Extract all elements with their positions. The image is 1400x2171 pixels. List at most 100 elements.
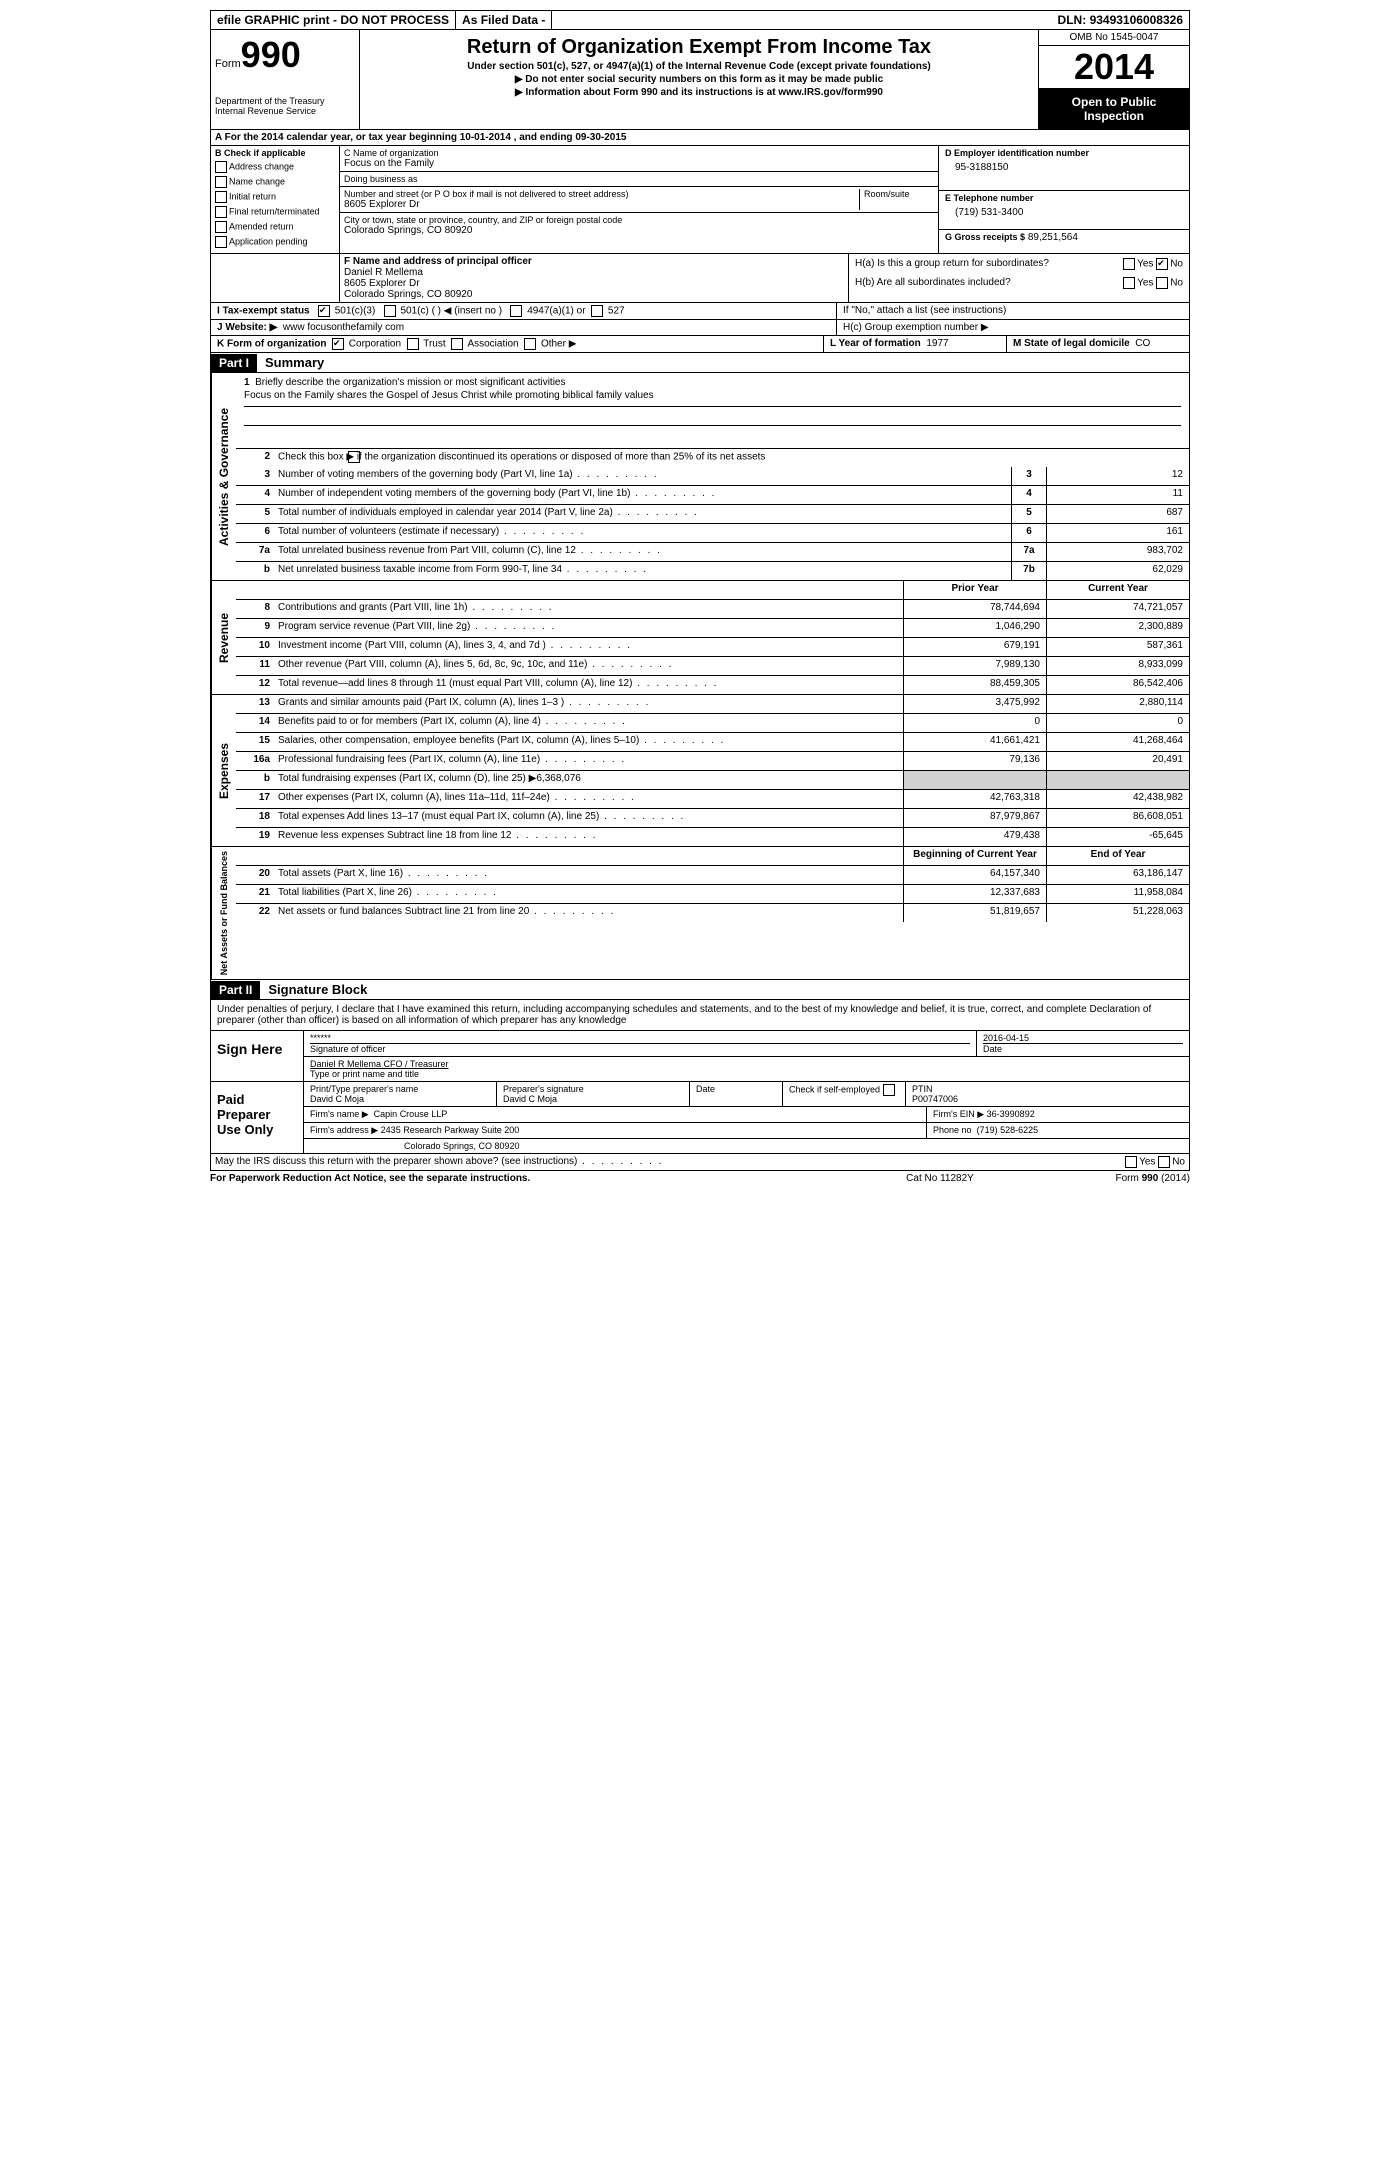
- org-name-cell: C Name of organization Focus on the Fami…: [340, 146, 938, 172]
- firm-name: Capin Crouse LLP: [374, 1109, 448, 1119]
- governance-section: Activities & Governance 1 Briefly descri…: [210, 373, 1190, 581]
- governance-line-3: 3Number of voting members of the governi…: [236, 467, 1189, 486]
- sign-here-row: Sign Here ****** Signature of officer 20…: [211, 1031, 1189, 1082]
- form-990-container: efile GRAPHIC print - DO NOT PROCESS As …: [210, 10, 1190, 1186]
- part-1-header: Part I Summary: [210, 353, 1190, 373]
- h-c: H(c) Group exemption number ▶: [836, 320, 1189, 335]
- discuss-text: May the IRS discuss this return with the…: [215, 1156, 1125, 1168]
- section-h: H(a) Is this a group return for subordin…: [848, 254, 1189, 302]
- identity-block: B Check if applicable Address change Nam…: [210, 146, 1190, 254]
- header-middle: Return of Organization Exempt From Incom…: [360, 30, 1039, 129]
- revenue-line-12: 12Total revenue—add lines 8 through 11 (…: [236, 676, 1189, 694]
- irs-link[interactable]: www.IRS.gov/form990: [778, 87, 883, 98]
- dba-cell: Doing business as: [340, 172, 938, 187]
- officer-addr2: Colorado Springs, CO 80920: [344, 289, 844, 300]
- expenses-section: Expenses 13Grants and similar amounts pa…: [210, 695, 1190, 847]
- city-state-zip: Colorado Springs, CO 80920: [344, 225, 934, 236]
- spacer-col: [211, 254, 340, 302]
- part-1-label: Part I: [211, 354, 257, 372]
- efile-notice: efile GRAPHIC print - DO NOT PROCESS: [211, 11, 456, 29]
- gross-receipts: 89,251,564: [1028, 232, 1078, 243]
- section-a-row: A For the 2014 calendar year, or tax yea…: [210, 130, 1190, 146]
- netassets-line-21: 21Total liabilities (Part X, line 26)12,…: [236, 885, 1189, 904]
- governance-line-7a: 7aTotal unrelated business revenue from …: [236, 543, 1189, 562]
- officer-addr1: 8605 Explorer Dr: [344, 278, 844, 289]
- section-k: K Form of organization Corporation Trust…: [211, 336, 823, 352]
- check-address-change[interactable]: Address change: [215, 161, 335, 173]
- expense-line-16a: 16aProfessional fundraising fees (Part I…: [236, 752, 1189, 771]
- ein-value: 95-3188150: [945, 158, 1183, 173]
- mission-block: 1 Briefly describe the organization's mi…: [236, 373, 1189, 449]
- h-a: H(a) Is this a group return for subordin…: [849, 254, 1189, 273]
- preparer-row: Paid Preparer Use Only Print/Type prepar…: [211, 1082, 1189, 1153]
- section-a-text: A For the 2014 calendar year, or tax yea…: [211, 130, 1189, 145]
- form-title: Return of Organization Exempt From Incom…: [370, 36, 1028, 59]
- signature-block: Under penalties of perjury, I declare th…: [210, 1000, 1190, 1154]
- section-l: L Year of formation 1977: [823, 336, 1006, 352]
- revenue-line-9: 9Program service revenue (Part VIII, lin…: [236, 619, 1189, 638]
- section-b: B Check if applicable Address change Nam…: [211, 146, 340, 253]
- governance-line-5: 5Total number of individuals employed in…: [236, 505, 1189, 524]
- section-b-label: B Check if applicable: [215, 148, 335, 158]
- section-f: F Name and address of principal officer …: [340, 254, 848, 302]
- expense-line-19: 19Revenue less expenses Subtract line 18…: [236, 828, 1189, 846]
- info-notice: ▶ Information about Form 990 and its ins…: [370, 87, 1028, 98]
- netassets-line-20: 20Total assets (Part X, line 16)64,157,3…: [236, 866, 1189, 885]
- netassets-header: Beginning of Current Year End of Year: [236, 847, 1189, 866]
- section-j: J Website: ▶ www focusonthefamily com: [211, 320, 836, 335]
- as-filed-label: As Filed Data -: [456, 11, 552, 29]
- h-b: H(b) Are all subordinates included? Yes …: [849, 273, 1189, 292]
- ein-cell: D Employer identification number 95-3188…: [939, 146, 1189, 191]
- netassets-line-22: 22Net assets or fund balances Subtract l…: [236, 904, 1189, 922]
- street-address: 8605 Explorer Dr: [344, 199, 855, 210]
- expense-line-13: 13Grants and similar amounts paid (Part …: [236, 695, 1189, 714]
- h-b-note: If "No," attach a list (see instructions…: [836, 303, 1189, 319]
- netassets-section: Net Assets or Fund Balances Beginning of…: [210, 847, 1190, 980]
- city-cell: City or town, state or province, country…: [340, 213, 938, 238]
- website-url: www focusonthefamily com: [283, 322, 404, 333]
- netassets-label: Net Assets or Fund Balances: [211, 847, 236, 979]
- revenue-line-11: 11Other revenue (Part VIII, column (A), …: [236, 657, 1189, 676]
- section-c: C Name of organization Focus on the Fami…: [340, 146, 938, 253]
- ptin: P00747006: [912, 1094, 1183, 1104]
- section-m: M State of legal domicile CO: [1006, 336, 1189, 352]
- check-amended[interactable]: Amended return: [215, 221, 335, 233]
- ssn-notice: ▶ Do not enter social security numbers o…: [370, 74, 1028, 85]
- phone-value: (719) 531-3400: [945, 203, 1183, 218]
- sign-here-label: Sign Here: [211, 1031, 304, 1081]
- form-header: Form990 Department of the Treasury Inter…: [210, 30, 1190, 130]
- officer-signature-name: Daniel R Mellema CFO / Treasurer: [310, 1059, 1183, 1069]
- dln: DLN: 93493106008326: [1052, 11, 1189, 29]
- mission-text: Focus on the Family shares the Gospel of…: [244, 388, 1181, 407]
- check-initial-return[interactable]: Initial return: [215, 191, 335, 203]
- preparer-label: Paid Preparer Use Only: [211, 1082, 304, 1153]
- website-row: J Website: ▶ www focusonthefamily com H(…: [210, 320, 1190, 336]
- tax-status-row: I Tax-exempt status 501(c)(3) 501(c) ( )…: [210, 303, 1190, 320]
- check-pending[interactable]: Application pending: [215, 236, 335, 248]
- line-2: 2 Check this box ▶ if the organization d…: [236, 449, 1189, 467]
- governance-line-6: 6Total number of volunteers (estimate if…: [236, 524, 1189, 543]
- preparer-name: David C Moja: [310, 1094, 490, 1104]
- dept-treasury: Department of the Treasury: [215, 96, 355, 106]
- officer-group-block: F Name and address of principal officer …: [210, 254, 1190, 303]
- discuss-row: May the IRS discuss this return with the…: [210, 1154, 1190, 1171]
- address-cell: Number and street (or P O box if mail is…: [340, 187, 938, 213]
- check-final-return[interactable]: Final return/terminated: [215, 206, 335, 218]
- revenue-label: Revenue: [211, 581, 236, 694]
- form-subtitle: Under section 501(c), 527, or 4947(a)(1)…: [370, 61, 1028, 72]
- revenue-section: Revenue Prior Year Current Year 8Contrib…: [210, 581, 1190, 695]
- irs-label: Internal Revenue Service: [215, 106, 355, 116]
- check-name-change[interactable]: Name change: [215, 176, 335, 188]
- section-i: I Tax-exempt status 501(c)(3) 501(c) ( )…: [211, 303, 836, 319]
- governance-line-4: 4Number of independent voting members of…: [236, 486, 1189, 505]
- firm-ein: 36-3990892: [987, 1109, 1035, 1119]
- cat-no: Cat No 11282Y: [840, 1173, 1040, 1184]
- revenue-header: Prior Year Current Year: [236, 581, 1189, 600]
- expense-line-17: 17Other expenses (Part IX, column (A), l…: [236, 790, 1189, 809]
- firm-phone: (719) 528-6225: [977, 1125, 1039, 1135]
- bottom-footer: For Paperwork Reduction Act Notice, see …: [210, 1171, 1190, 1186]
- form-org-row: K Form of organization Corporation Trust…: [210, 336, 1190, 353]
- header-left: Form990 Department of the Treasury Inter…: [211, 30, 360, 129]
- tax-year: 2014: [1039, 46, 1189, 89]
- phone-cell: E Telephone number (719) 531-3400: [939, 191, 1189, 230]
